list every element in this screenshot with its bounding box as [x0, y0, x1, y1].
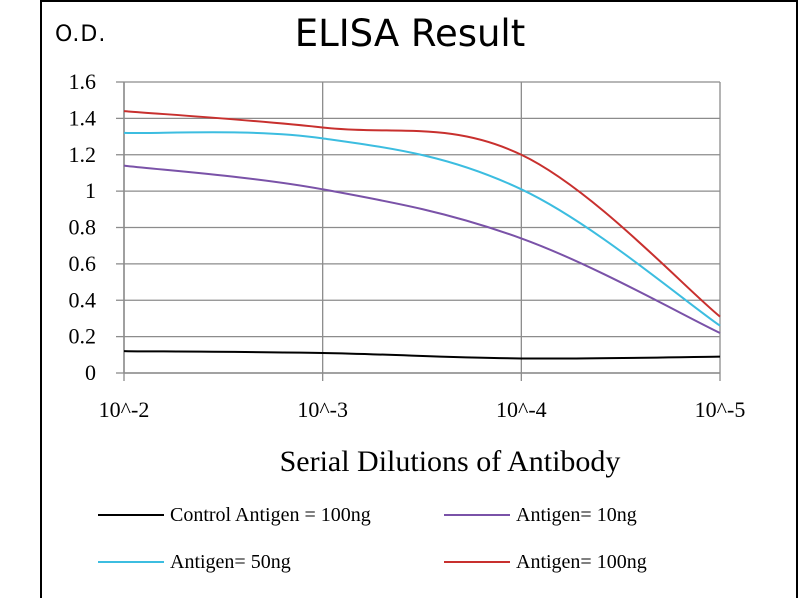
series-line-50ng — [123, 131, 721, 327]
y-tick-label-6: 1.2 — [69, 142, 97, 167]
y-tick-label-0: 0 — [85, 360, 96, 385]
series-line-100ng — [123, 110, 721, 318]
legend-label-100ng: Antigen= 100ng — [516, 550, 647, 573]
legend-swatch-control — [98, 514, 164, 516]
chart-frame — [40, 0, 798, 598]
x-tick-label-1: 10^-3 — [297, 397, 348, 422]
y-tick-label-7: 1.4 — [69, 105, 97, 130]
legend-label-10ng: Antigen= 10ng — [516, 503, 637, 526]
legend-item-10ng: Antigen= 10ng — [444, 503, 637, 527]
legend-swatch-100ng — [444, 561, 510, 563]
x-axis-label: Serial Dilutions of Antibody — [279, 445, 621, 478]
y-tick-label-2: 0.4 — [69, 287, 97, 312]
x-tick-label-2: 10^-4 — [496, 397, 547, 422]
y-tick-label-8: 1.6 — [69, 69, 97, 94]
legend-item-50ng: Antigen= 50ng — [98, 550, 291, 574]
legend-label-50ng: Antigen= 50ng — [170, 550, 291, 573]
legend-swatch-50ng — [98, 561, 164, 563]
chart-title: ELISA Result — [294, 12, 526, 55]
y-tick-label-3: 0.6 — [69, 251, 97, 276]
x-tick-label-3: 10^-5 — [695, 397, 746, 422]
series-line-control — [123, 350, 721, 360]
y-tick-label-4: 0.8 — [69, 215, 97, 240]
x-tick-label-0: 10^-2 — [99, 397, 150, 422]
legend-item-control: Control Antigen = 100ng — [98, 503, 371, 527]
y-tick-label-1: 0.2 — [69, 324, 97, 349]
legend-label-control: Control Antigen = 100ng — [170, 503, 371, 526]
legend-item-100ng: Antigen= 100ng — [444, 550, 647, 574]
y-axis-label: O.D. — [55, 22, 107, 47]
y-tick-label-5: 1 — [85, 178, 96, 203]
series-line-10ng — [123, 164, 721, 334]
legend-swatch-10ng — [444, 514, 510, 516]
